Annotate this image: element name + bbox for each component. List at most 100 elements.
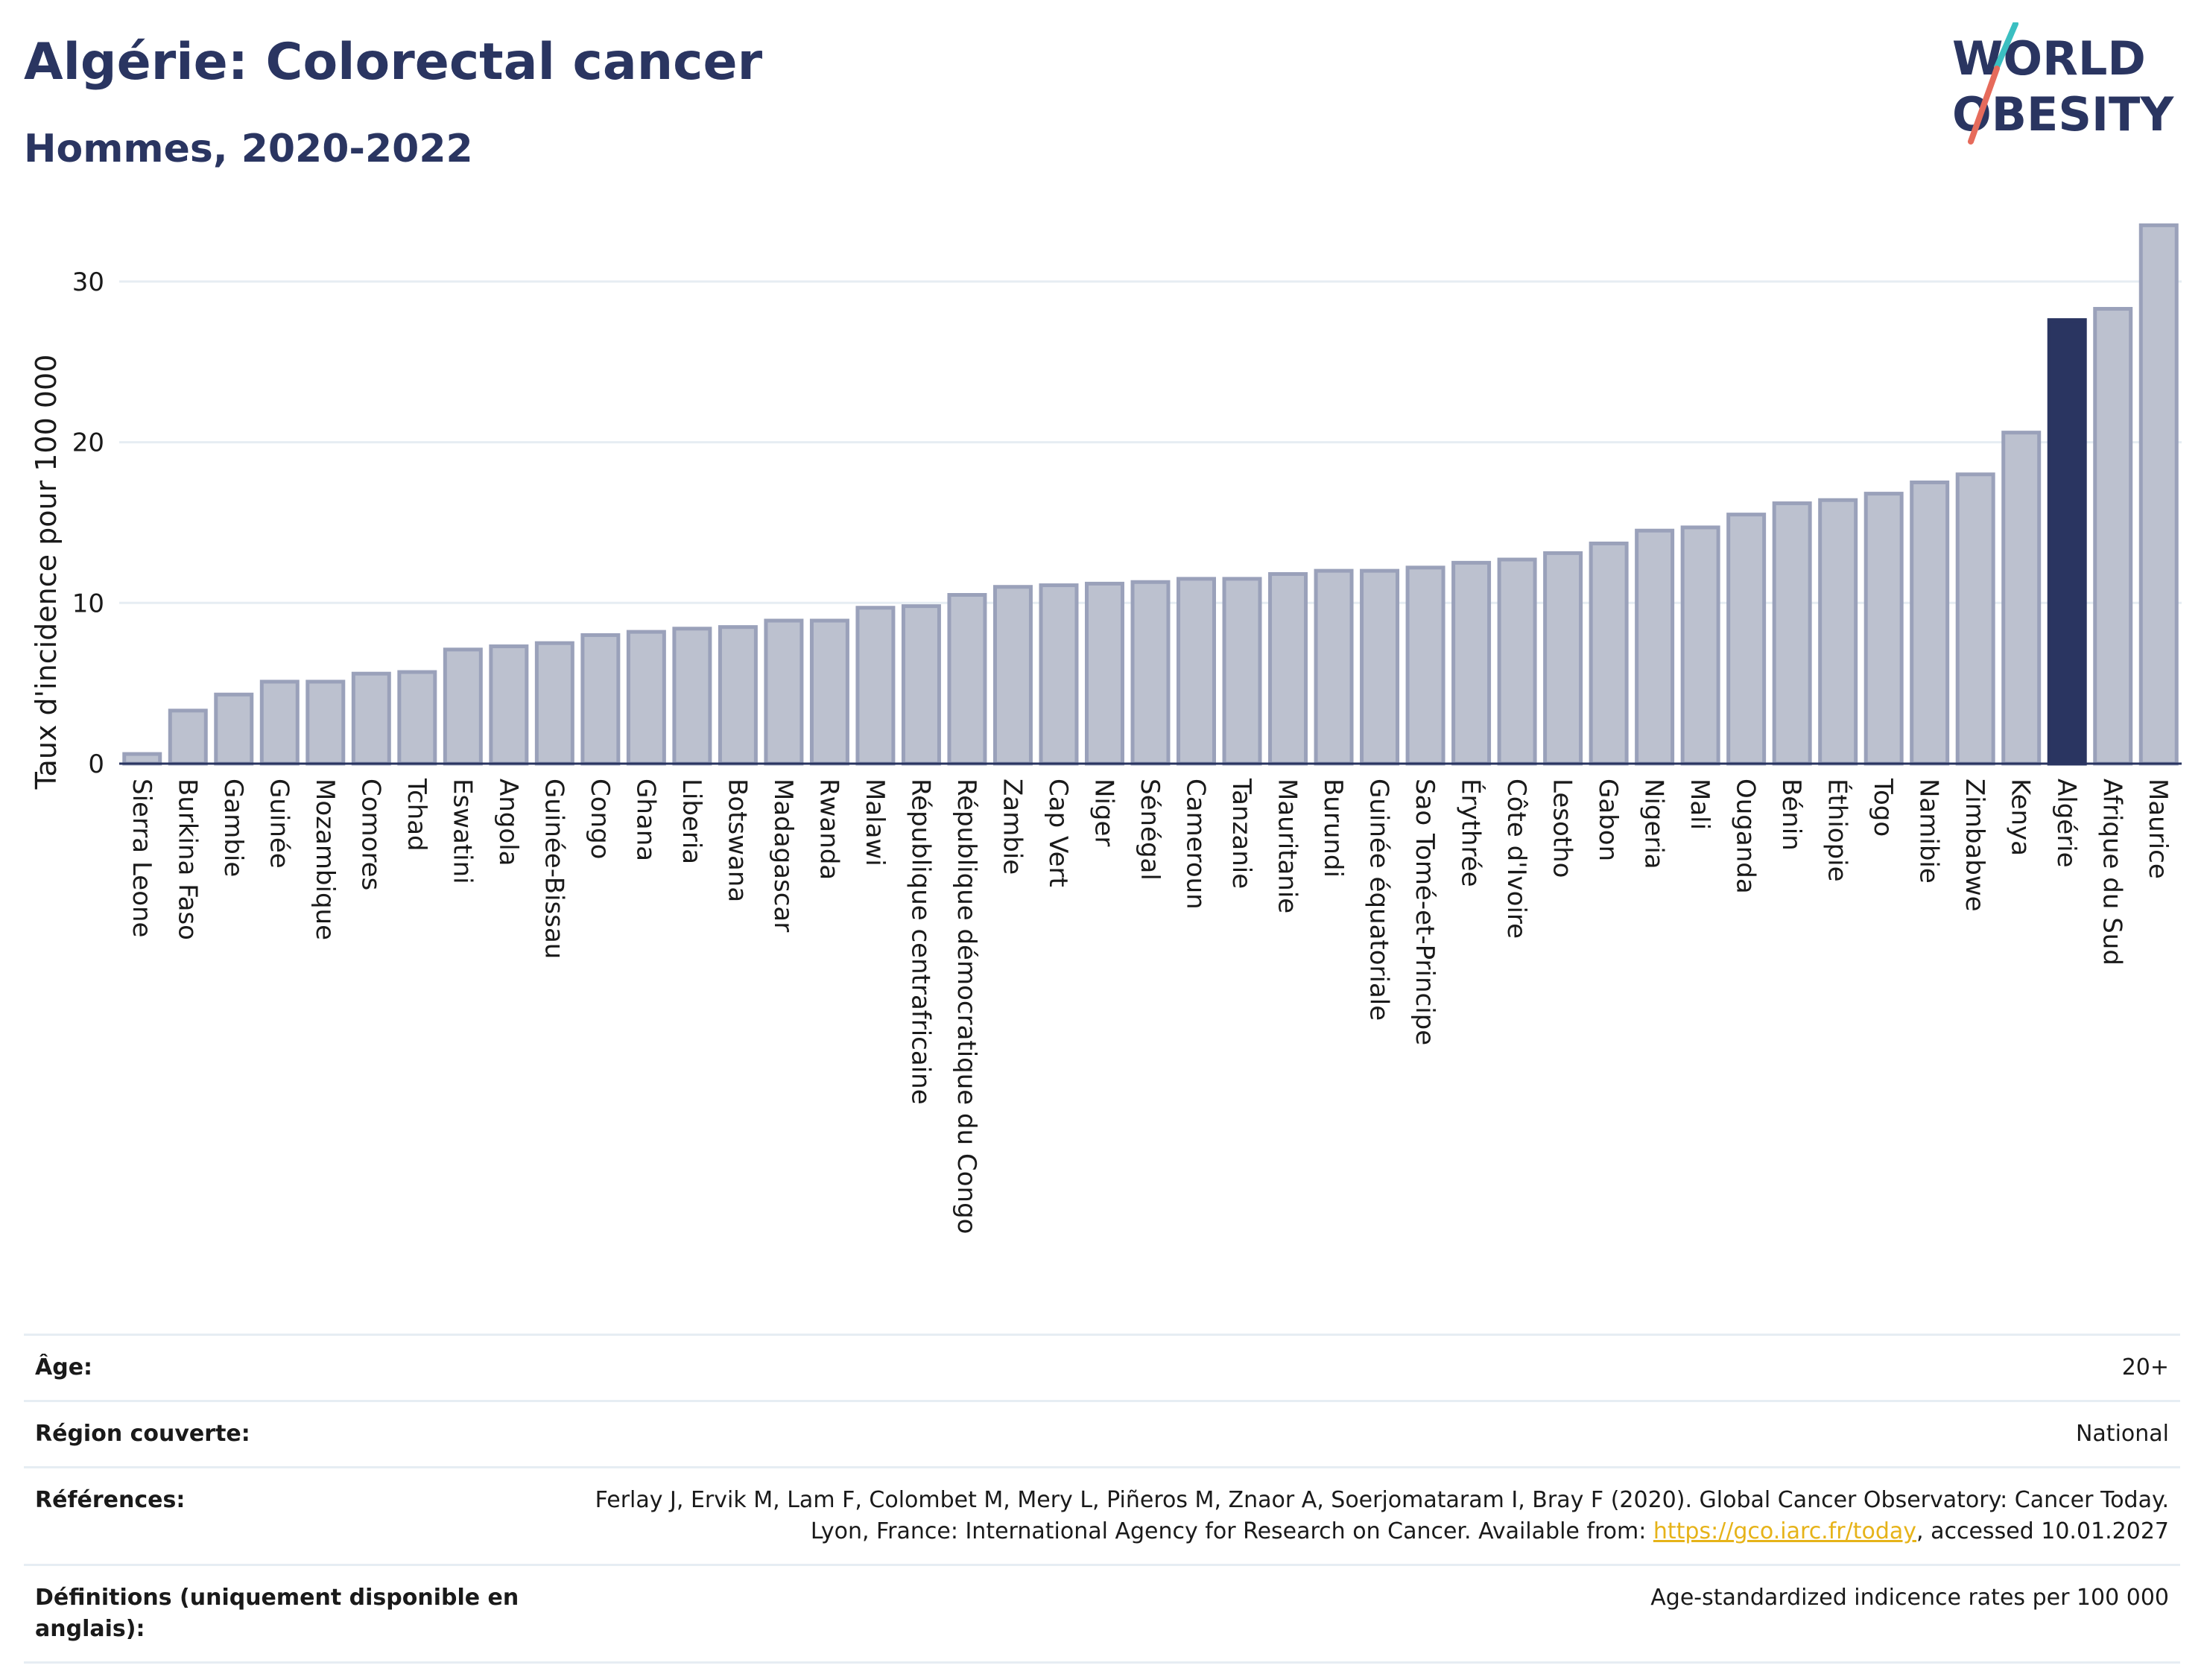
x-tick-label: Cameroun (1181, 779, 1211, 910)
x-tick-label: Guinée (264, 779, 294, 869)
bar[interactable] (168, 709, 208, 766)
bar[interactable] (122, 752, 162, 766)
x-tick-label: Afrique du Sud (2097, 779, 2127, 966)
bar[interactable] (1955, 472, 1995, 766)
x-tick-label: Angola (493, 779, 523, 866)
x-tick-label: Tchad (402, 778, 431, 852)
x-tick-label: Cap Vert (1043, 779, 1073, 887)
bar[interactable] (1268, 571, 1308, 766)
bar[interactable] (1635, 528, 1675, 766)
x-tick-label: Burundi (1318, 779, 1348, 878)
metadata-row-references: Références: Ferlay J, Ervik M, Lam F, Co… (24, 1466, 2180, 1564)
x-tick-label: Congo (585, 779, 615, 859)
bar[interactable] (2093, 307, 2133, 766)
bar[interactable] (947, 593, 987, 766)
bar[interactable] (1543, 551, 1583, 766)
x-tick-label: Maurice (2143, 779, 2173, 879)
x-tick-label: Botswana (722, 779, 752, 902)
bar[interactable] (580, 633, 621, 766)
bar[interactable] (1130, 580, 1171, 766)
bar[interactable] (1680, 525, 1720, 766)
y-tick-label: 20 (72, 428, 104, 458)
metadata-table: Âge: 20+ Région couverte: National Référ… (24, 1334, 2180, 1664)
bar[interactable] (992, 585, 1033, 766)
x-tick-label: Éthiopie (1823, 779, 1853, 882)
x-tick-label: Zambie (997, 779, 1027, 875)
bar[interactable] (1910, 481, 1950, 766)
bar[interactable] (1589, 541, 1629, 766)
x-tick-label: République démocratique du Congo (951, 779, 981, 1234)
bar[interactable] (1405, 565, 1445, 766)
x-tick-label: Mali (1685, 779, 1714, 830)
bar-chart: 0 10 20 30 Sierra Leone Burkina Faso Gambie Gu… (30, 223, 2182, 1234)
metadata-value: 20+ (2121, 1354, 2169, 1381)
x-tick-label: Tanzanie (1226, 778, 1256, 889)
bar[interactable] (351, 671, 391, 766)
bar[interactable] (1314, 568, 1354, 766)
y-tick-label: 10 (72, 589, 104, 618)
bars (122, 223, 2179, 766)
bar[interactable] (855, 606, 896, 766)
x-tick-label: Guinée équatoriale (1364, 779, 1394, 1021)
x-tick-label: Érythrée (1456, 779, 1486, 887)
y-tick-labels: 0 10 20 30 (72, 267, 104, 779)
bar[interactable] (1497, 557, 1537, 766)
reference-text: Ferlay J, Ervik M, Lam F, Colombet M, Me… (595, 1487, 2169, 1544)
bar[interactable] (718, 625, 758, 766)
bar[interactable] (809, 618, 849, 766)
bar[interactable] (305, 679, 346, 766)
bar[interactable] (397, 670, 437, 766)
metadata-value: Age-standardized indicence rates per 100… (1650, 1585, 2169, 1611)
logo-slash-top (1994, 22, 2018, 70)
bar[interactable] (901, 604, 941, 766)
y-axis-label: Taux d'incidence pour 100 000 (30, 355, 63, 790)
x-tick-label: Madagascar (768, 779, 798, 932)
metadata-value: Ferlay J, Ervik M, Lam F, Colombet M, Me… (542, 1485, 2169, 1547)
x-tick-label: Côte d'Ivoire (1501, 779, 1531, 939)
bar[interactable] (489, 644, 529, 766)
metadata-value: National (2075, 1421, 2169, 1447)
bar[interactable] (1451, 560, 1492, 766)
x-tick-label: Togo (1868, 778, 1898, 837)
chart-subtitle: Hommes, 2020-2022 (24, 127, 473, 171)
bar[interactable] (259, 679, 300, 766)
bar[interactable] (1177, 577, 1217, 766)
x-tick-label: Lesotho (1548, 779, 1577, 878)
bar[interactable] (672, 627, 712, 766)
bar[interactable] (2138, 223, 2179, 766)
x-tick-label: Namibie (1914, 779, 1944, 884)
bar[interactable] (1772, 501, 1812, 766)
reference-link[interactable]: https://gco.iarc.fr/today (1653, 1518, 1917, 1544)
x-tick-label: Niger (1089, 779, 1118, 846)
x-tick-label: Bénin (1776, 779, 1806, 851)
logo-slash-bottom (1968, 66, 2000, 145)
metadata-label: Âge: (35, 1354, 93, 1381)
bar[interactable] (1222, 577, 1262, 766)
bar[interactable] (1039, 583, 1079, 766)
x-tick-label: Nigeria (1639, 779, 1669, 869)
x-tick-label: Guinée-Bissau (539, 779, 569, 959)
x-tick-label: Kenya (2006, 779, 2036, 856)
chart-title: Algérie: Colorectal cancer (24, 33, 763, 92)
bar[interactable] (1726, 513, 1767, 766)
bar[interactable] (443, 647, 483, 766)
bar[interactable] (764, 618, 804, 766)
bar[interactable] (534, 641, 574, 766)
bar[interactable] (2001, 431, 2042, 766)
x-tick-label: Burkina Faso (172, 779, 202, 940)
x-tick-label: Mauritanie (1273, 779, 1302, 913)
logo-line-1: WORLD (1952, 31, 2146, 86)
x-tick-label: Liberia (677, 779, 706, 864)
bar[interactable] (1084, 581, 1124, 766)
bar[interactable] (1360, 568, 1400, 766)
bar[interactable] (1863, 492, 1904, 766)
x-tick-label: Gabon (1593, 779, 1623, 861)
bar[interactable] (626, 630, 666, 766)
metadata-label: Région couverte: (35, 1421, 250, 1447)
bar[interactable] (214, 692, 254, 766)
x-tick-label: Gambie (218, 779, 248, 877)
bar[interactable] (2047, 318, 2087, 766)
bar[interactable] (1818, 498, 1858, 766)
x-tick-label: Sao Tomé-et-Principe (1410, 779, 1440, 1045)
x-tick-label: République centrafricaine (905, 779, 935, 1105)
